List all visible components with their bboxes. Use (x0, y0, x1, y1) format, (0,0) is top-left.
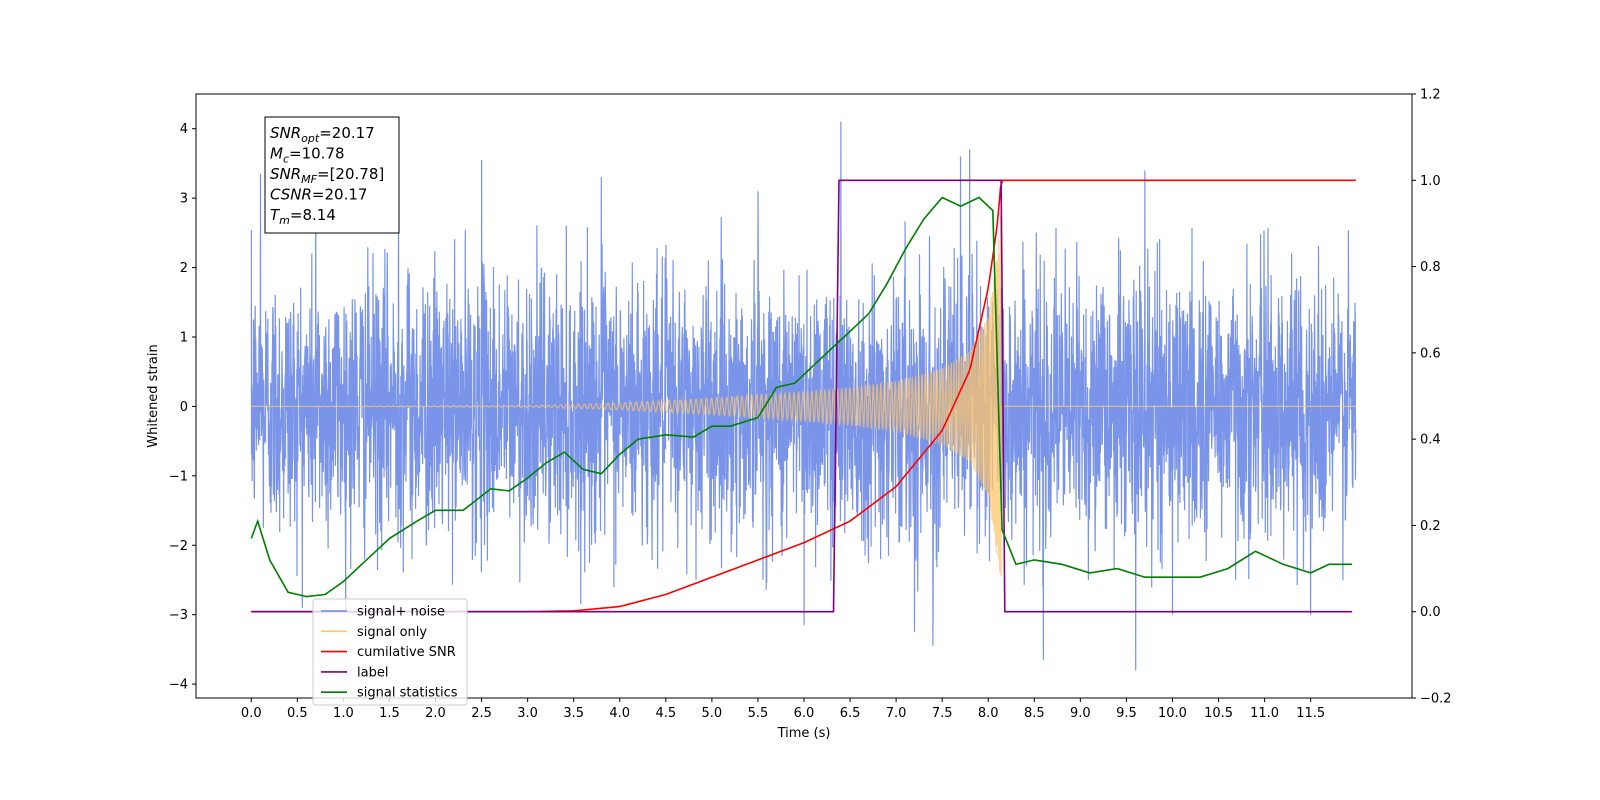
y-right-tick-label: 1.0 (1420, 174, 1441, 189)
y-left-tick-label: 1 (180, 330, 188, 345)
x-tick-label: 11.0 (1250, 706, 1279, 721)
y-axis-label: Whitened strain (146, 344, 161, 447)
annotation-line: Mc=10.78 (270, 145, 345, 166)
y-axis-right: −0.2 0.0 0.2 0.4 0.6 0.8 1.0 1.2 (1412, 88, 1452, 707)
x-tick-label: 6.5 (840, 706, 861, 721)
y-right-tick-label: 0.8 (1420, 260, 1441, 275)
y-right-tick-label: 0.2 (1420, 519, 1441, 534)
y-left-tick-label: −4 (169, 678, 188, 693)
series-layer (250, 121, 1357, 671)
legend-entry-label: signal+ noise (357, 605, 445, 620)
y-left-tick-label: 2 (180, 261, 188, 276)
legend-frame (312, 598, 468, 706)
series-label (251, 179, 1353, 613)
y-right-tick-label: 0.4 (1420, 433, 1441, 448)
x-tick-label: 0.5 (287, 706, 308, 721)
y-left-tick-label: −3 (169, 608, 188, 623)
y-left-tick-label: 0 (180, 400, 188, 415)
x-tick-label: 7.5 (932, 706, 953, 721)
x-tick-label: 1.0 (333, 706, 354, 721)
x-tick-label: 1.5 (379, 706, 400, 721)
series-signal-statistics (250, 196, 1353, 598)
y-right-tick-label: −0.2 (1420, 692, 1452, 707)
annotation-line: SNRopt=20.17 (270, 124, 375, 145)
x-tick-label: 7.0 (886, 706, 907, 721)
x-tick-label: 6.0 (794, 706, 815, 721)
x-tick-label: 2.0 (425, 706, 446, 721)
annotation-line: Tm=8.14 (270, 206, 336, 227)
annotation-line: CSNR=20.17 (270, 186, 367, 204)
x-tick-label: 3.5 (563, 706, 584, 721)
x-tick-label: 8.0 (978, 706, 999, 721)
x-tick-label: 4.5 (655, 706, 676, 721)
y-left-tick-label: 4 (180, 122, 188, 137)
legend-entry-label: signal statistics (357, 686, 458, 701)
annotation-frame (264, 116, 400, 234)
x-tick-label: 2.5 (471, 706, 492, 721)
y-right-tick-label: 0.0 (1420, 605, 1441, 620)
x-tick-label: 11.5 (1296, 706, 1325, 721)
x-tick-label: 9.0 (1070, 706, 1091, 721)
x-tick-label: 8.5 (1024, 706, 1045, 721)
y-axis-left: −4 −3 −2 −1 0 1 2 3 4 (169, 122, 196, 693)
legend: signal+ noise signal only cumilative SNR la… (312, 598, 468, 706)
y-left-tick-label: −2 (169, 539, 188, 554)
y-left-tick-label: −1 (169, 469, 188, 484)
y-right-tick-label: 1.2 (1420, 88, 1441, 103)
x-axis-label: Time (s) (777, 726, 831, 741)
x-tick-label: 5.5 (748, 706, 769, 721)
x-tick-label: 4.0 (609, 706, 630, 721)
annotation-line: SNRMF=[20.78] (270, 165, 384, 186)
x-axis: 0.0 0.5 1.0 1.5 2.0 2.5 3.0 3.5 4.0 4.5 5.0 5.5 6.0 6… (241, 698, 1325, 721)
x-tick-label: 5.0 (702, 706, 723, 721)
annotation-box: SNRopt=20.17Mc=10.78SNRMF=[20.78]CSNR=20… (264, 116, 400, 234)
legend-entry-label: signal only (357, 625, 427, 640)
series-signal-noise (250, 121, 1357, 671)
x-tick-label: 10.0 (1158, 706, 1187, 721)
legend-entry-label: label (357, 665, 388, 680)
y-left-tick-label: 3 (180, 192, 188, 207)
y-right-tick-label: 0.6 (1420, 346, 1441, 361)
x-tick-label: 0.0 (241, 706, 262, 721)
x-tick-label: 3.0 (517, 706, 538, 721)
legend-entry-label: cumilative SNR (357, 645, 456, 660)
x-tick-label: 9.5 (1116, 706, 1137, 721)
series-signal-only (251, 215, 1356, 577)
x-tick-label: 10.5 (1204, 706, 1233, 721)
